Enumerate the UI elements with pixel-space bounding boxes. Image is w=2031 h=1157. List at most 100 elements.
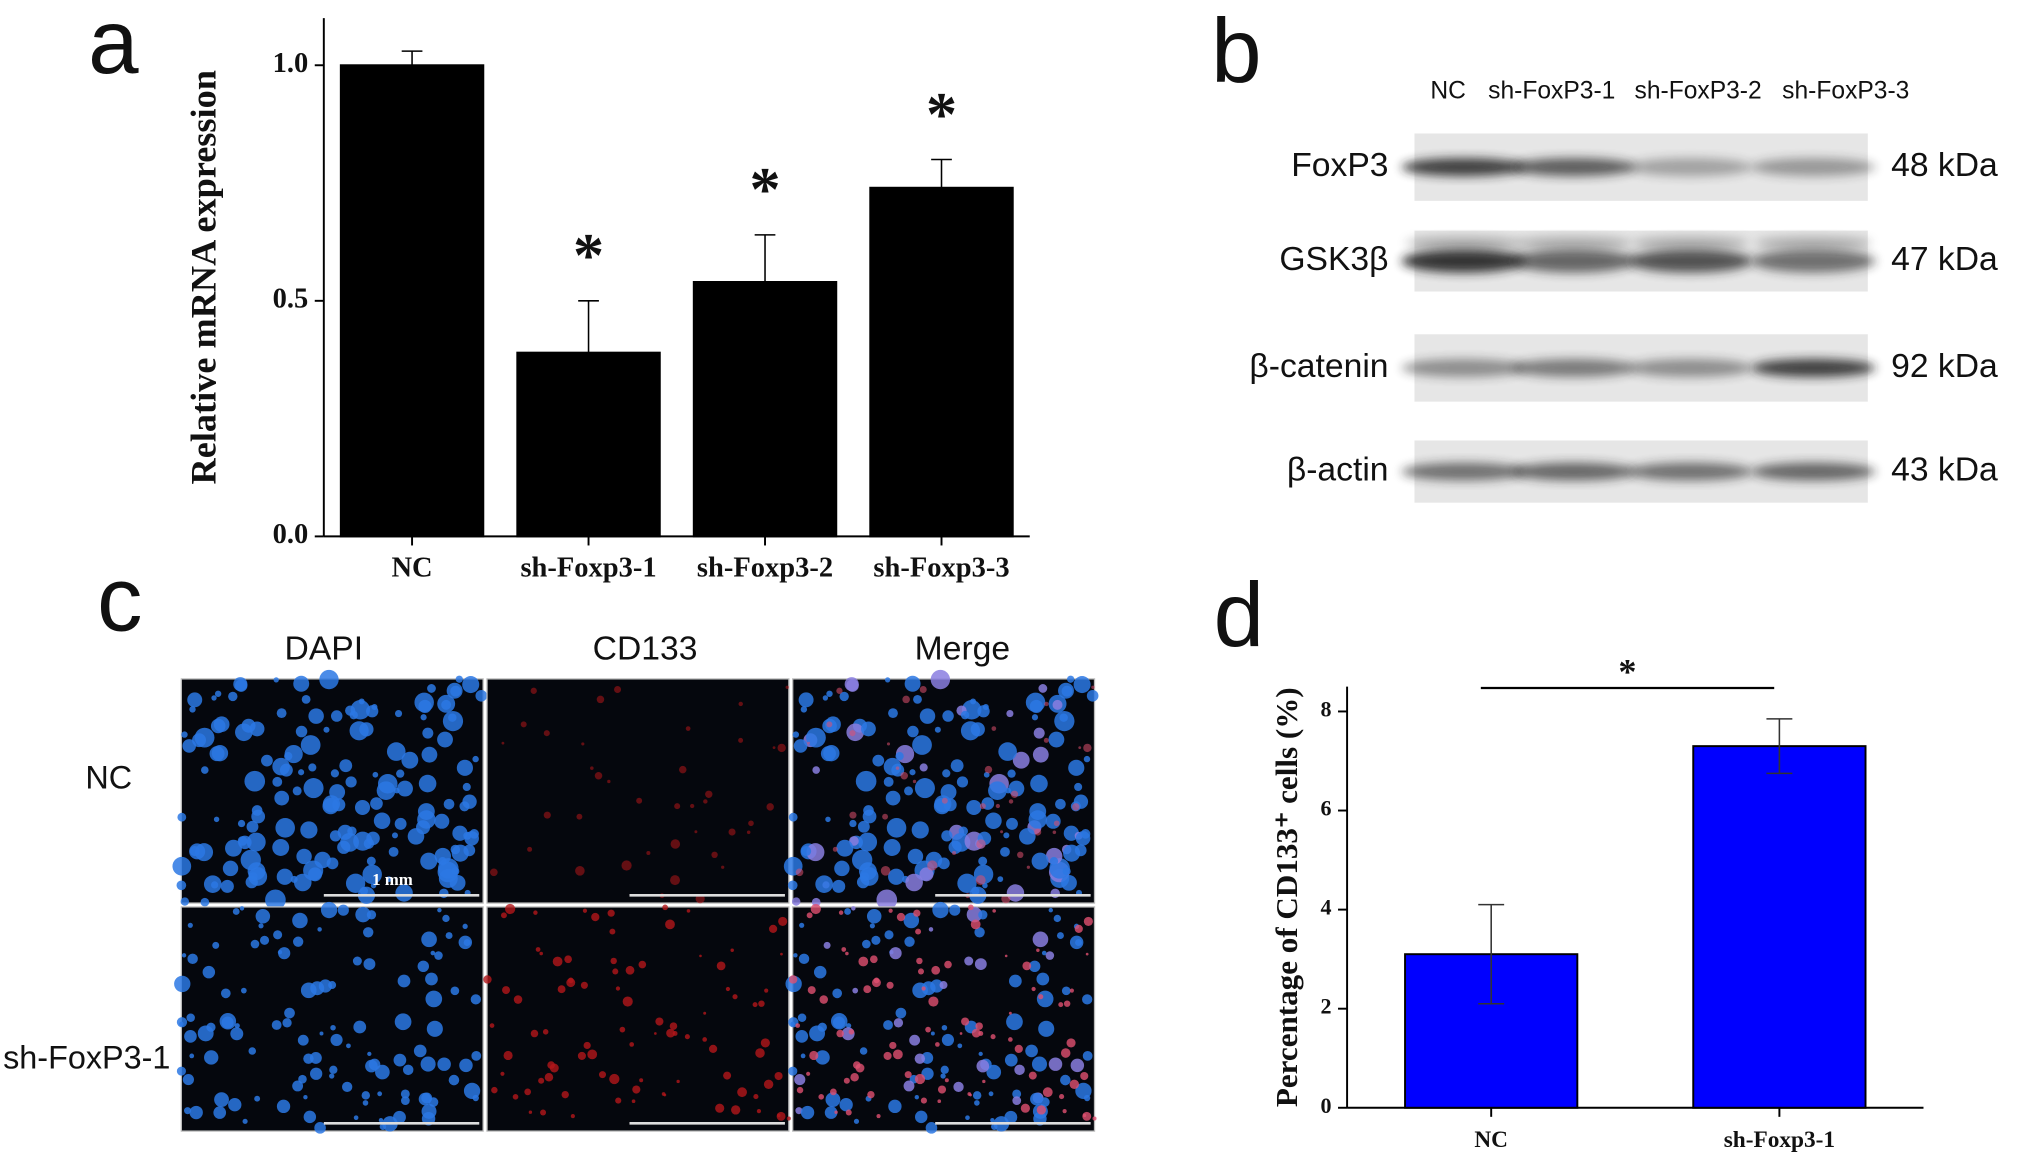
nucleus — [470, 994, 481, 1005]
cd133-signal — [807, 741, 811, 745]
lane-label: NC — [1430, 77, 1466, 104]
nucleus — [362, 1100, 369, 1106]
column-header: CD133 — [593, 630, 698, 667]
cd133-signal — [774, 1071, 783, 1081]
x-tick-label: sh-Foxp3-2 — [697, 553, 833, 584]
nucleus — [367, 1051, 372, 1057]
nucleus — [414, 692, 434, 713]
cd133-signal — [549, 1063, 559, 1073]
cd133-signal — [925, 1026, 931, 1033]
nucleus — [234, 1023, 240, 1029]
blot-band — [1401, 249, 1526, 273]
nucleus — [978, 856, 988, 866]
nucleus — [330, 710, 343, 722]
cd133-signal — [512, 1093, 519, 1100]
nucleus — [455, 675, 463, 683]
nucleus — [1069, 935, 1084, 950]
nucleus — [439, 888, 449, 899]
nucleus — [904, 786, 914, 796]
nucleus — [377, 1091, 383, 1097]
nucleus — [966, 906, 983, 923]
cd133-signal — [764, 988, 769, 993]
nucleus — [319, 669, 339, 690]
nucleus — [806, 727, 826, 748]
cd133-signal — [975, 1022, 983, 1030]
nucleus — [930, 979, 944, 993]
nucleus — [276, 708, 287, 719]
cd133-signal — [610, 957, 617, 965]
nucleus — [1083, 1094, 1091, 1102]
nucleus — [189, 706, 196, 713]
cd133-signal — [715, 1103, 725, 1113]
cd133-signal — [596, 695, 605, 704]
nucleus — [798, 692, 814, 708]
cd133-signal — [826, 721, 833, 728]
nucleus — [928, 927, 934, 932]
size-label: 92 kDa — [1891, 348, 1998, 385]
cd133-signal — [607, 909, 615, 917]
nucleus — [394, 817, 407, 830]
nucleus — [1008, 974, 1022, 988]
nucleus — [1080, 829, 1091, 839]
nucleus — [297, 1034, 309, 1046]
nucleus — [438, 857, 447, 866]
significance-label: * — [926, 81, 957, 149]
cd133-signal — [705, 790, 713, 798]
nucleus — [1083, 755, 1091, 763]
nucleus — [248, 867, 268, 886]
cd133-signal — [503, 1050, 513, 1061]
nucleus — [798, 953, 810, 965]
cd133-signal — [674, 803, 681, 810]
cd133-signal — [1043, 737, 1049, 743]
cd133-signal — [785, 685, 789, 689]
cd133-signal — [889, 1041, 897, 1050]
nucleus — [836, 839, 854, 857]
nucleus — [254, 1095, 261, 1102]
nucleus — [420, 714, 427, 721]
nucleus — [982, 704, 989, 711]
nucleus — [942, 710, 954, 722]
cd133-signal — [500, 1071, 505, 1076]
cd133-signal — [685, 726, 691, 731]
cd133-signal — [501, 741, 505, 745]
nucleus — [396, 769, 405, 778]
nucleus — [370, 797, 383, 810]
nucleus — [1068, 759, 1085, 776]
cd133-signal — [686, 909, 691, 913]
nucleus — [397, 780, 413, 797]
nucleus — [794, 1073, 806, 1086]
y-tick-label: 0 — [1321, 1093, 1332, 1118]
cd133-signal — [830, 1088, 837, 1096]
cd133-signal — [927, 860, 938, 871]
nucleus — [345, 873, 366, 893]
cd133-signal — [725, 986, 731, 992]
nucleus — [1030, 774, 1048, 793]
nucleus — [1045, 951, 1055, 960]
nucleus — [292, 912, 308, 929]
nucleus — [329, 830, 342, 842]
nucleus — [1006, 1013, 1023, 1031]
cd133-signal — [819, 995, 828, 1004]
nucleus — [448, 1074, 460, 1086]
cd133-signal — [538, 1077, 545, 1084]
cd133-signal — [567, 977, 574, 984]
nucleus — [401, 751, 419, 769]
nucleus — [308, 708, 324, 724]
nucleus — [846, 1023, 852, 1029]
cd133-signal — [1031, 986, 1036, 992]
cd133-signal — [850, 1072, 859, 1082]
nucleus — [958, 826, 968, 836]
nucleus — [378, 1118, 384, 1123]
micrograph — [783, 669, 1099, 911]
cd133-signal — [838, 910, 844, 915]
nucleus — [373, 812, 391, 830]
cd133-signal — [1042, 1087, 1053, 1098]
nucleus — [1063, 844, 1081, 862]
error-bar — [1766, 718, 1793, 775]
nucleus — [1053, 914, 1062, 923]
cd133-signal — [631, 1099, 636, 1104]
cd133-signal — [849, 811, 857, 819]
nucleus — [352, 956, 362, 966]
cd133-signal — [788, 975, 798, 984]
nucleus — [446, 682, 463, 699]
